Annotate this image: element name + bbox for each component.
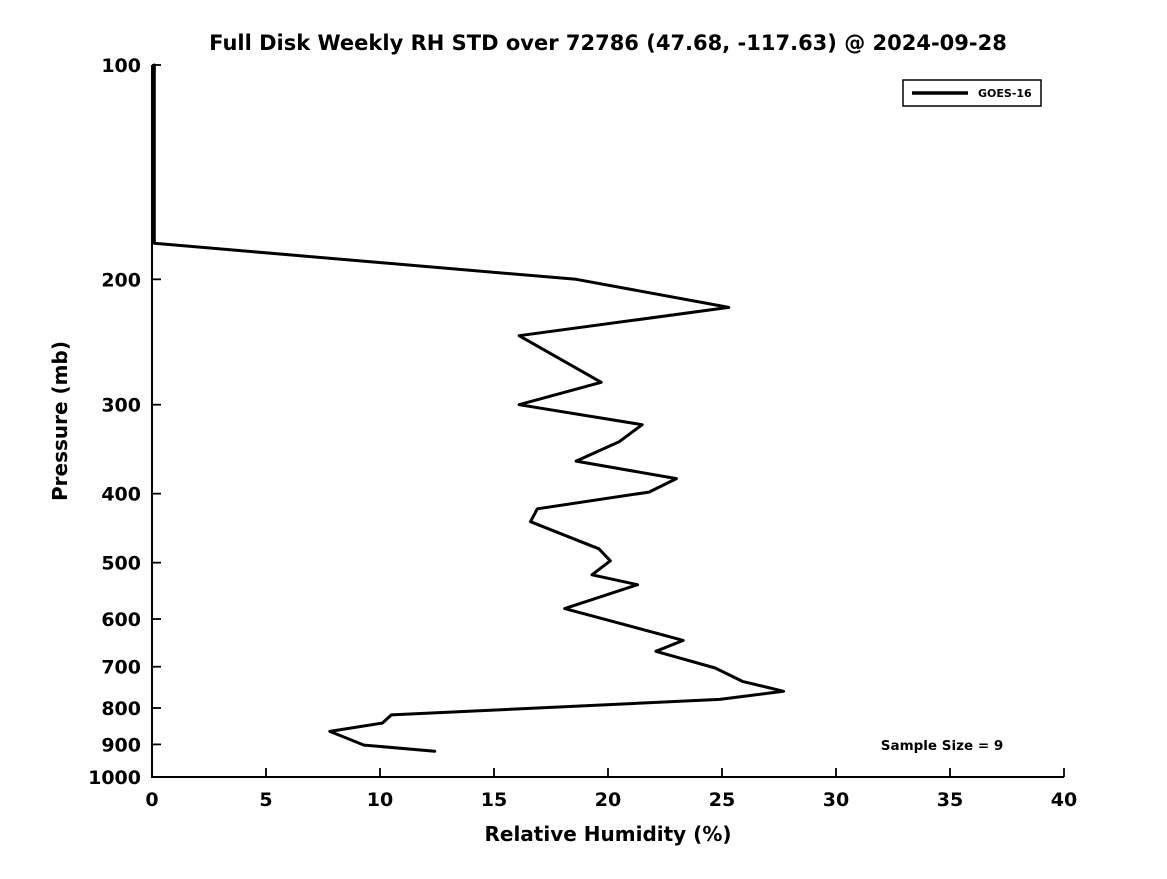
legend-label: GOES-16: [978, 87, 1032, 100]
legend: GOES-16: [902, 79, 1042, 107]
x-tick-label: 10: [367, 789, 393, 811]
y-tick-label: 800: [101, 698, 141, 720]
y-tick-label: 600: [101, 609, 141, 631]
x-tick-label: 25: [709, 789, 735, 811]
goes16-data-line: [152, 63, 786, 753]
y-axis-label: Pressure (mb): [48, 341, 72, 501]
y-tick-label: 200: [101, 269, 141, 291]
x-tick-label: 5: [259, 789, 272, 811]
x-tick-label: 30: [823, 789, 849, 811]
chart-title: Full Disk Weekly RH STD over 72786 (47.6…: [209, 31, 1007, 55]
x-axis-label: Relative Humidity (%): [484, 822, 731, 846]
x-tick-label: 20: [595, 789, 621, 811]
y-tick-label: 1000: [88, 767, 141, 789]
y-tick-label: 100: [101, 55, 141, 77]
y-tick-label: 700: [101, 657, 141, 679]
y-tick-label: 300: [101, 395, 141, 417]
sample-size-annotation: Sample Size = 9: [881, 738, 1004, 754]
x-tick-label: 0: [145, 789, 158, 811]
y-tick-label: 900: [101, 734, 141, 756]
x-tick-label: 35: [937, 789, 963, 811]
x-tick-label: 40: [1051, 789, 1077, 811]
y-tick-label: 500: [101, 553, 141, 575]
y-tick-label: 400: [101, 484, 141, 506]
x-tick-label: 15: [481, 789, 507, 811]
